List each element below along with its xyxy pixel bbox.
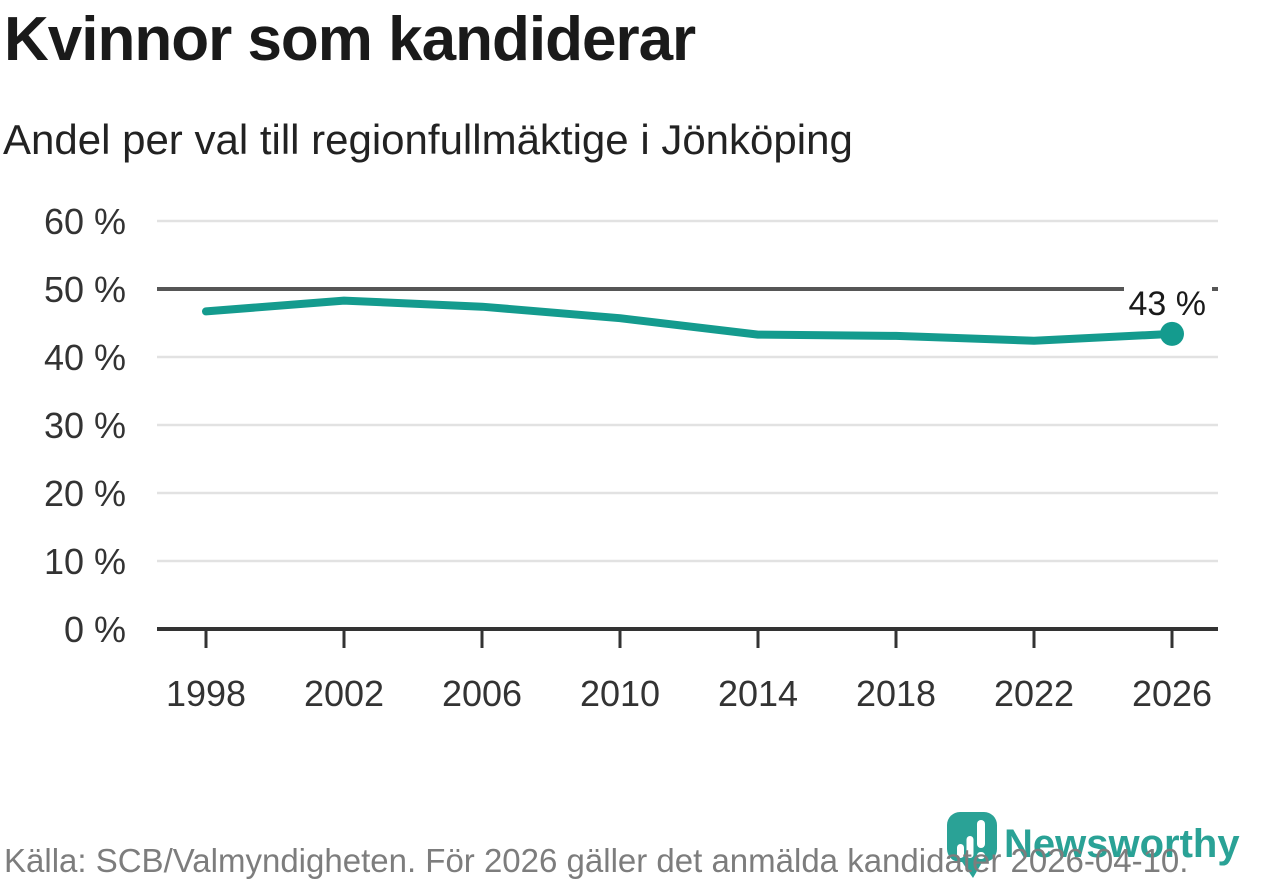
annotation-bg — [1124, 281, 1212, 322]
last-value-label: 43 % — [1129, 285, 1207, 323]
x-axis-label-2002: 2002 — [304, 673, 384, 714]
y-axis-label-50: 50 % — [44, 269, 126, 310]
y-axis-label-60: 60 % — [44, 201, 126, 242]
chart-subtitle: Andel per val till regionfullmäktige i J… — [3, 116, 853, 163]
x-axis-label-2026: 2026 — [1132, 673, 1212, 714]
x-axis-label-2010: 2010 — [580, 673, 660, 714]
newsworthy-pin-logo-icon — [947, 812, 997, 878]
newsworthy-wordmark: Newsworthy — [1004, 822, 1240, 866]
source-note: Källa: SCB/Valmyndigheten. För 2026 gäll… — [4, 842, 1189, 879]
line-chart: 0 % 10 % 20 % 30 % 40 % 50 % 60 % 1998 2002 2006 2… — [44, 201, 1218, 714]
x-axis-label-2006: 2006 — [442, 673, 522, 714]
y-axis-label-20: 20 % — [44, 473, 126, 514]
x-axis-label-2014: 2014 — [718, 673, 798, 714]
y-axis-label-30: 30 % — [44, 405, 126, 446]
x-axis-label-2022: 2022 — [994, 673, 1074, 714]
y-axis-label-0: 0 % — [64, 609, 126, 650]
x-axis-label-1998: 1998 — [166, 673, 246, 714]
y-axis-label-40: 40 % — [44, 337, 126, 378]
chart-title: Kvinnor som kandiderar — [4, 5, 696, 74]
x-axis-label-2018: 2018 — [856, 673, 936, 714]
last-point-marker — [1160, 321, 1184, 346]
trend-line — [202, 296, 1176, 345]
y-axis-label-10: 10 % — [44, 541, 126, 582]
